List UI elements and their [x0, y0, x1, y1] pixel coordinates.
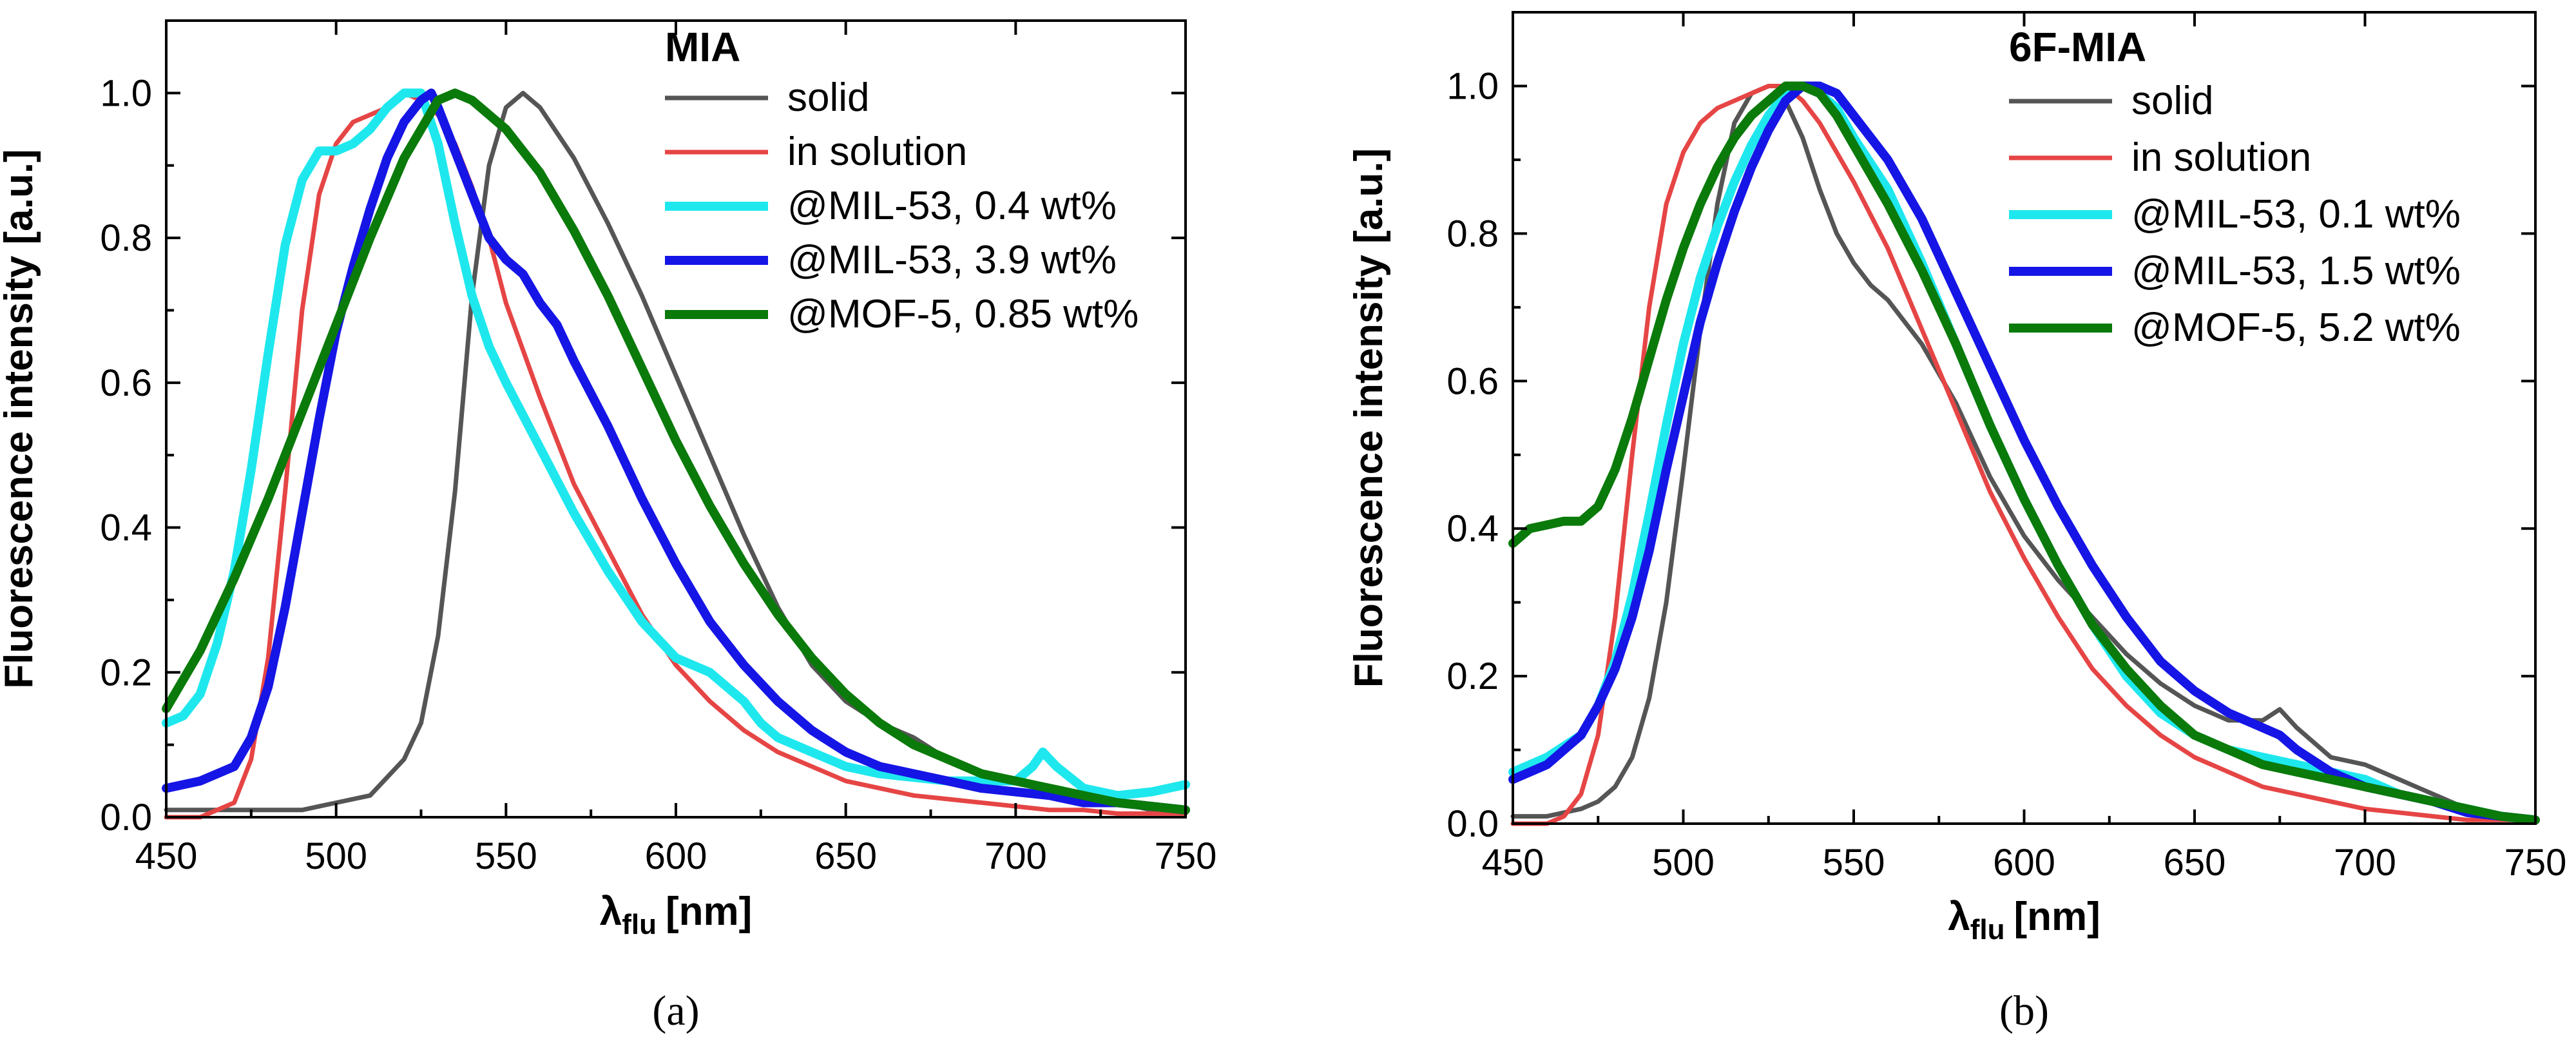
chart-b-x-tick-label: 650 [2164, 842, 2226, 884]
chart-a-x-axis-subscript: flu [622, 909, 657, 940]
chart-a-y-tick-label: 0.8 [100, 217, 152, 259]
chart-a-legend-label-4: @MOF-5, 0.85 wt% [787, 292, 1139, 336]
chart-a-y-tick-label: 0.2 [100, 652, 152, 693]
chart-b-legend-label-4: @MOF-5, 5.2 wt% [2131, 305, 2461, 350]
chart-b-y-tick-label: 0.6 [1447, 360, 1499, 402]
chart-a-series-group [162, 88, 1190, 820]
chart-a-x-tick-label: 450 [135, 835, 198, 877]
chart-a-x-tick-label: 600 [645, 835, 707, 877]
chart-b-legend-label-0: solid [2131, 79, 2214, 123]
chart-a-x-axis-title: λflu [nm] [600, 889, 753, 940]
chart-a-legend-label-0: solid [787, 75, 870, 120]
chart-a-x-axis-unit: [nm] [666, 889, 752, 934]
chart-a-x-tick-label: 500 [305, 835, 367, 877]
chart-b-x-tick-label: 750 [2504, 842, 2567, 884]
chart-b-x-axis-unit: [nm] [2014, 895, 2100, 939]
chart-panel-a: 450 500 550 600 650 700 750 0.0 0.2 0.4 0.6 0.8 1.0 F… [0, 19, 1217, 1034]
chart-b-legend-label-3: @MIL-53, 1.5 wt% [2131, 249, 2461, 293]
chart-a-legend: MIA solid in solution @MIL-53, 0.4 wt% @MIL-… [665, 24, 1139, 336]
chart-b-y-tick-label: 1.0 [1447, 65, 1499, 107]
chart-b-x-tick-label: 550 [1823, 842, 1885, 884]
chart-b-y-tick-label: 0.4 [1447, 508, 1499, 550]
chart-a-x-tick-label: 650 [814, 835, 877, 877]
chart-panel-b: 450 500 550 600 650 700 750 0.0 0.2 0.4 0.6 0.8 1.0 F… [1347, 11, 2567, 1034]
chart-b-x-tick-label: 500 [1652, 842, 1715, 884]
chart-a-legend-label-3: @MIL-53, 3.9 wt% [787, 238, 1117, 282]
chart-b-x-tick-label: 700 [2334, 842, 2396, 884]
chart-a-caption: (a) [652, 987, 699, 1034]
chart-b-title: 6F-MIA [2009, 24, 2146, 70]
chart-b-x-tick-label: 450 [1482, 842, 1544, 884]
chart-b-caption: (b) [1999, 987, 2049, 1034]
chart-b-series-line-3 [1508, 81, 2540, 825]
chart-b-x-axis-symbol: λ [1948, 895, 1970, 939]
chart-a-y-tick-label: 0.6 [100, 362, 152, 404]
chart-a-x-axis-symbol: λ [600, 889, 622, 934]
chart-a-title: MIA [665, 24, 740, 70]
chart-a-series-line-3 [162, 88, 1190, 815]
chart-a-series-line-1 [164, 90, 1188, 820]
chart-a-y-tick-label: 0.0 [100, 797, 152, 838]
chart-a-y-axis-title: Fluorescence intensity [a.u.] [0, 149, 41, 688]
chart-a-x-tick-label: 750 [1155, 835, 1217, 877]
chart-b-x-axis-subscript: flu [1970, 914, 2005, 945]
chart-b-y-axis-title: Fluorescence intensity [a.u.] [1347, 148, 1391, 688]
chart-a-series-line-4 [162, 88, 1190, 815]
chart-a-x-tick-label: 700 [985, 835, 1047, 877]
chart-a-legend-label-2: @MIL-53, 0.4 wt% [787, 184, 1117, 228]
chart-a-y-tick-label: 1.0 [100, 72, 152, 114]
chart-b-series-line-0 [1510, 84, 2538, 822]
chart-b-y-tick-label: 0.8 [1447, 213, 1499, 255]
chart-b-x-tick-label: 600 [1993, 842, 2055, 884]
chart-a-x-tick-label: 550 [475, 835, 537, 877]
chart-b-series-group [1508, 81, 2540, 826]
chart-b-y-tick-label: 0.0 [1447, 803, 1499, 845]
chart-b-x-axis-title: λflu [nm] [1948, 895, 2100, 945]
chart-b-legend-label-1: in solution [2131, 135, 2311, 180]
chart-a-legend-label-1: in solution [787, 130, 967, 174]
chart-b-legend: 6F-MIA solid in solution @MIL-53, 0.1 wt% @M… [2009, 24, 2461, 350]
chart-b-series-line-4 [1508, 81, 2540, 825]
chart-b-y-tick-label: 0.2 [1447, 655, 1499, 697]
chart-a-y-tick-label: 0.4 [100, 507, 152, 549]
chart-b-legend-label-2: @MIL-53, 0.1 wt% [2131, 192, 2461, 237]
